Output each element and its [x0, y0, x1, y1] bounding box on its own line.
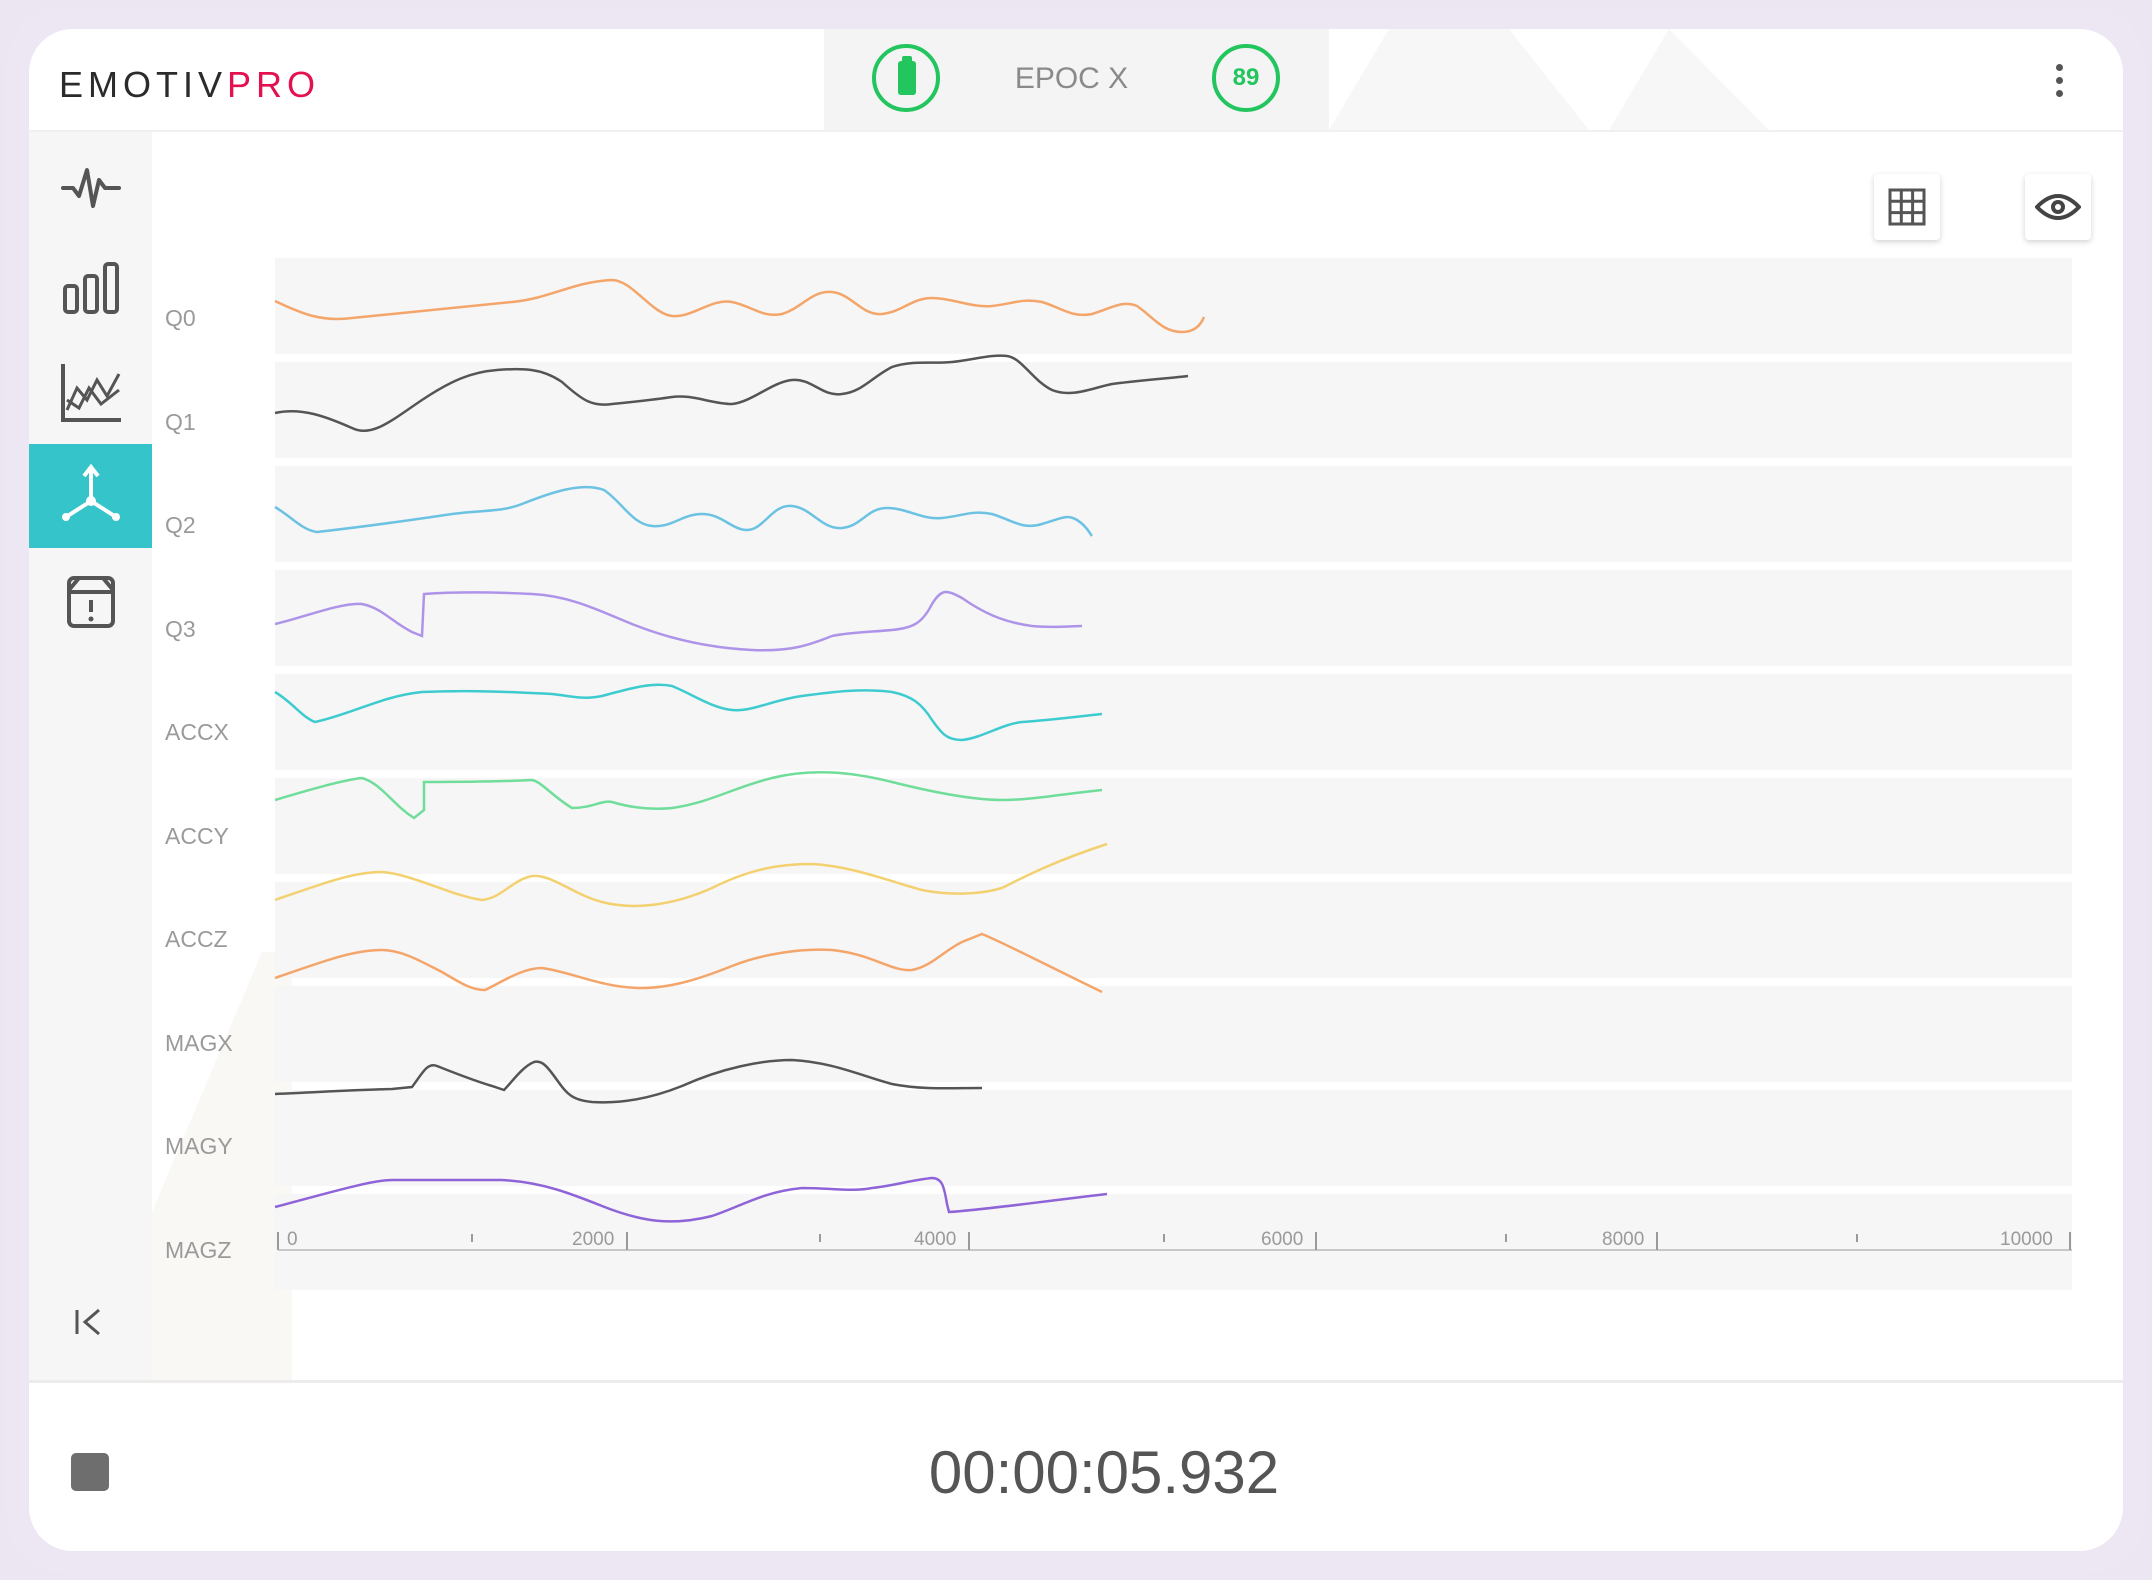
signal-line-q0: [274, 278, 1206, 334]
channel-label: MAGY: [165, 1133, 233, 1159]
sidebar-item-motion[interactable]: [29, 444, 152, 548]
header-decoration: [1329, 29, 1769, 130]
track-q0: [275, 258, 2072, 354]
motion-plot-area: Q0 Q1 Q2 Q3 ACCX ACCY ACCZ MAGX MAGY MAG…: [152, 132, 2123, 1392]
channel-label: MAGZ: [165, 1237, 232, 1263]
signal-line-magz: [274, 1176, 1108, 1223]
x-tick-label: 8000: [1602, 1229, 1645, 1250]
x-tick-label: 2000: [572, 1229, 615, 1250]
signal-line-q1: [274, 354, 1189, 433]
track-magz: [275, 1194, 2072, 1290]
sidebar-item-band-power[interactable]: [29, 236, 152, 340]
markers-icon: [66, 576, 115, 628]
device-name: EPOC X: [1014, 62, 1129, 95]
dot: [2055, 89, 2063, 97]
track-magy: [275, 1090, 2072, 1186]
signal-line-accz: [274, 842, 1108, 908]
track-accx: [275, 674, 2072, 770]
signal-plot: [274, 278, 1206, 1223]
signal-line-q2: [274, 485, 1093, 537]
channel-label: Q3: [165, 616, 196, 642]
eye-icon: [2035, 194, 2081, 220]
device-panel[interactable]: EPOC X 89: [824, 29, 1329, 130]
header: EMOTIVPRO EPOC X 89: [29, 29, 2123, 132]
channel-label: Q0: [165, 305, 196, 331]
track-accy: [275, 778, 2072, 874]
recording-timer: 00:00:05.932: [928, 1439, 1280, 1506]
sidebar: [29, 132, 152, 1380]
sidebar-item-eeg[interactable]: [29, 132, 152, 236]
x-tick-label: 0: [287, 1229, 298, 1250]
background-decoration: [152, 952, 292, 1392]
channel-label: ACCX: [165, 719, 229, 745]
dot: [2055, 76, 2063, 84]
track-magx: [275, 986, 2072, 1082]
dot: [2055, 63, 2063, 71]
signal-quality-badge: 89: [1212, 44, 1280, 112]
collapse-sidebar-button[interactable]: [49, 1292, 129, 1352]
signal-line-accy: [274, 770, 1103, 820]
x-axis: [277, 1232, 2072, 1251]
battery-icon: [872, 44, 940, 112]
channel-label: Q1: [165, 409, 196, 435]
channel-label: ACCZ: [165, 926, 228, 952]
motion-icon: [61, 463, 120, 521]
signal-line-accx: [274, 683, 1103, 742]
track-q3: [275, 570, 2072, 666]
channel-label: ACCY: [165, 823, 229, 849]
logo-pro: PRO: [227, 64, 321, 105]
sidebar-item-performance[interactable]: [29, 340, 152, 444]
visibility-toggle-button[interactable]: [2025, 174, 2091, 240]
track-accz: [275, 882, 2072, 978]
stop-icon[interactable]: [71, 1453, 109, 1491]
signal-line-magy: [274, 1058, 983, 1104]
x-tick-label: 10000: [2000, 1229, 2053, 1250]
grid-icon: [1888, 188, 1926, 226]
channel-label: Q2: [165, 512, 196, 538]
band-power-icon: [62, 262, 119, 314]
x-tick-label: 6000: [1261, 1229, 1304, 1250]
collapse-icon: [75, 1308, 100, 1336]
track-q2: [275, 466, 2072, 562]
signal-line-magx: [274, 932, 1103, 994]
signal-line-q3: [274, 590, 1083, 652]
channel-label: MAGX: [165, 1030, 233, 1056]
more-options-button[interactable]: [2039, 55, 2079, 105]
sidebar-item-markers[interactable]: [29, 548, 152, 652]
grid-toggle-button[interactable]: [1874, 174, 1940, 240]
logo-emotiv: EMOTIV: [59, 64, 228, 105]
app-window: EMOTIVPRO EPOC X 89: [29, 29, 2123, 1551]
eeg-icon: [60, 168, 121, 208]
performance-metrics-icon: [60, 364, 121, 422]
app-logo: EMOTIVPRO: [59, 55, 320, 115]
recording-footer: 00:00:05.932: [29, 1380, 2123, 1551]
x-tick-label: 4000: [914, 1229, 957, 1250]
